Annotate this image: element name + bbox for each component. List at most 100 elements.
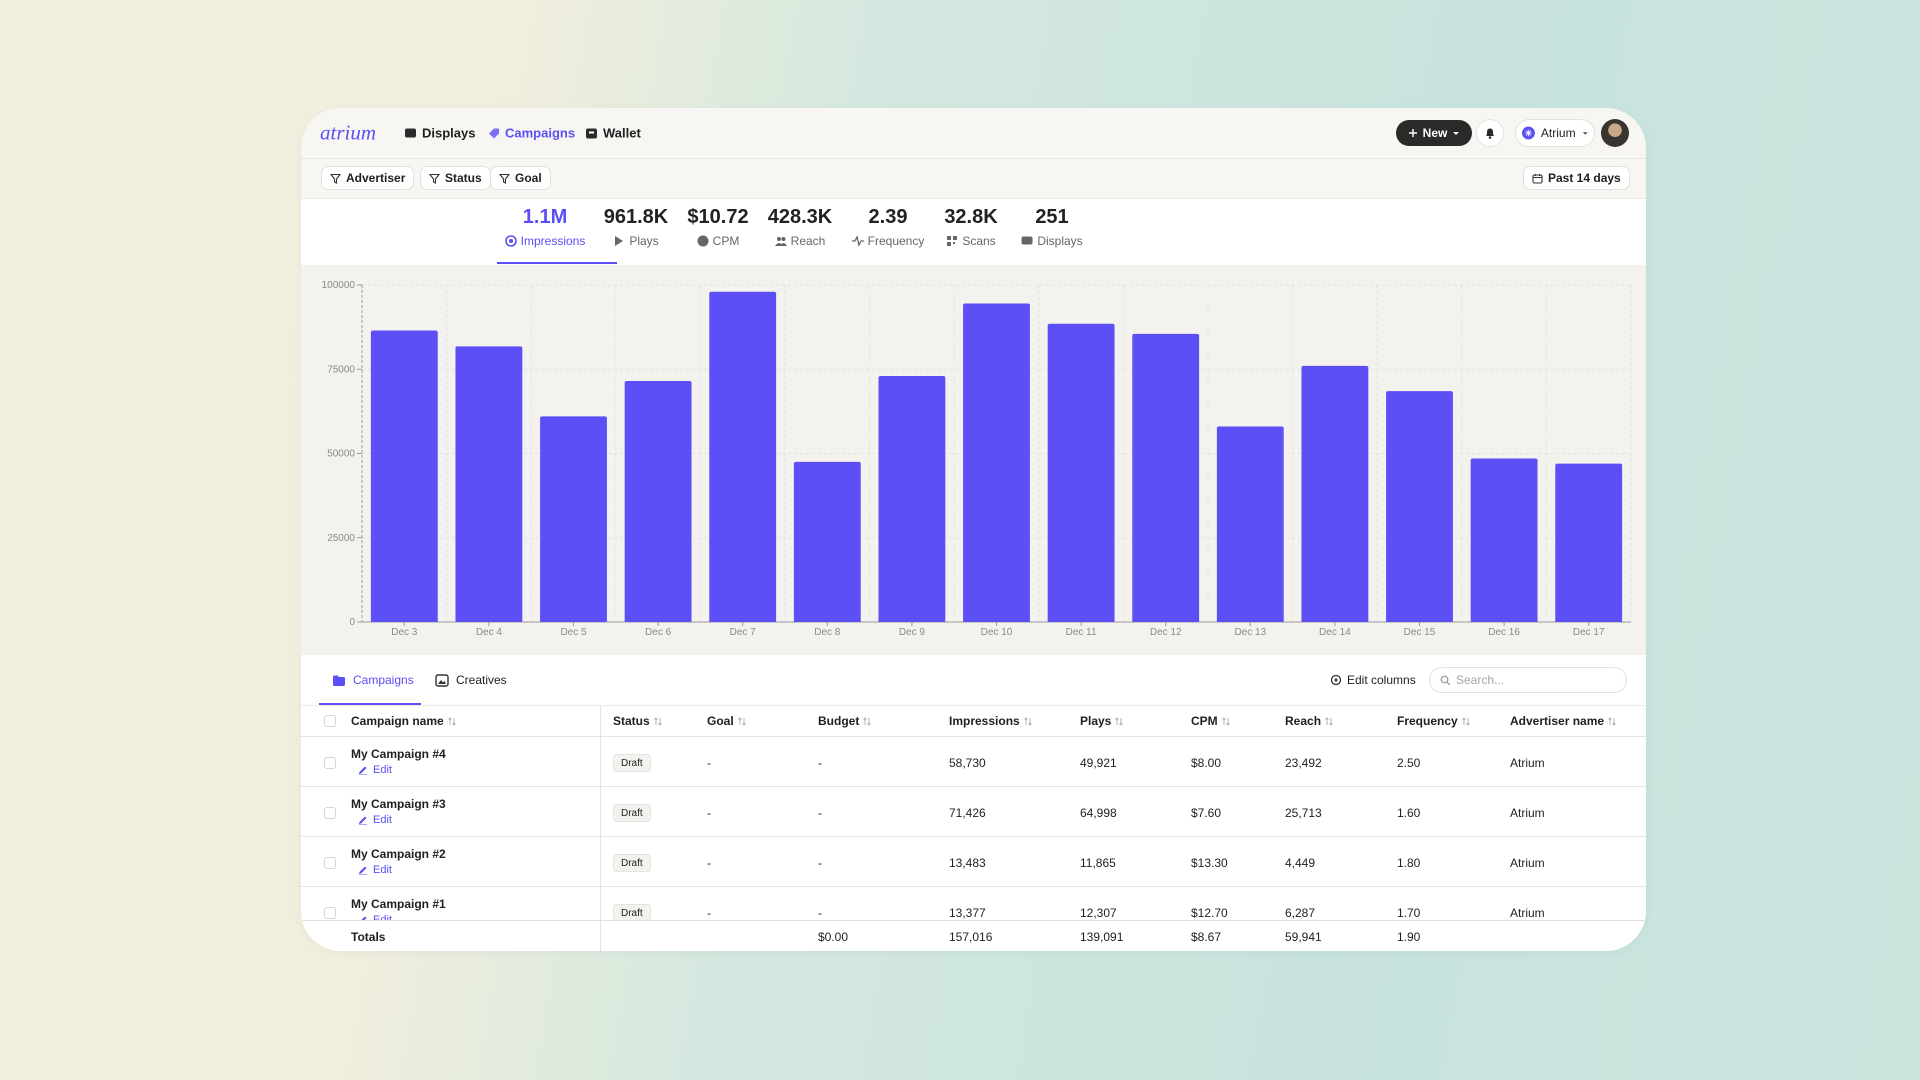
date-range-label: Past 14 days (1548, 171, 1621, 185)
nav-link[interactable]: Campaigns (487, 126, 575, 141)
y-tick-label: 75000 (327, 364, 355, 375)
edit-link-label: Edit (373, 814, 392, 826)
column-header[interactable]: Campaign name (351, 714, 456, 728)
icon (1486, 128, 1494, 139)
column-header[interactable]: Goal (707, 714, 746, 728)
row-checkbox[interactable] (324, 907, 336, 919)
new-button[interactable]: New (1396, 120, 1472, 146)
column-header[interactable]: Plays (1080, 714, 1124, 728)
metric-tab[interactable]: 1.1M Impressions (485, 206, 605, 248)
table-cell: $13.30 (1191, 856, 1228, 870)
x-tick-label: Dec 3 (391, 627, 418, 638)
row-checkbox[interactable] (324, 857, 336, 869)
icon (586, 128, 597, 139)
table-cell: 13,483 (949, 856, 986, 870)
metric-label: Reach (790, 234, 826, 248)
metric-tab[interactable]: 2.39 Frequency (828, 206, 948, 248)
status-badge: Draft (613, 754, 651, 772)
row-checkbox[interactable] (324, 807, 336, 819)
metric-value: 1.1M (522, 206, 568, 228)
column-header[interactable]: Reach (1285, 714, 1333, 728)
icon (504, 235, 517, 247)
icon (1582, 132, 1588, 135)
bar-chart: 0 25000 50000 75000 100000 Dec 3 Dec 4 Dec 5 Dec… (322, 280, 1632, 638)
edit-link[interactable]: Edit (358, 914, 392, 920)
totals-row (301, 920, 1646, 951)
column-header-label: Reach (1285, 714, 1322, 728)
row-checkbox[interactable] (324, 715, 336, 727)
bar (1386, 391, 1453, 622)
icon (359, 866, 367, 875)
icon (359, 766, 367, 775)
metric-label: CPM (712, 234, 740, 248)
table-row[interactable] (301, 837, 1646, 887)
filter-button[interactable]: Advertiser (321, 166, 415, 190)
metric-tab[interactable]: 961.8K Plays (576, 206, 696, 248)
icon (1608, 716, 1616, 726)
search-input[interactable]: Search... (1429, 667, 1627, 693)
x-tick-label: Dec 11 (1066, 627, 1097, 638)
column-header[interactable]: Advertiser name (1510, 714, 1616, 728)
table-cell: - (818, 906, 822, 920)
section-tab[interactable]: Campaigns (332, 673, 414, 687)
table-cell: 4,449 (1285, 856, 1316, 870)
table-cell: Atrium (1510, 906, 1545, 920)
date-range-button[interactable]: Past 14 days (1523, 166, 1630, 190)
metric-tab[interactable]: 428.3K Reach (740, 206, 860, 248)
table-cell: Atrium (1510, 756, 1545, 770)
notifications-button[interactable] (1476, 119, 1504, 147)
icon (1522, 126, 1535, 140)
table-cell: 58,730 (949, 756, 986, 770)
filter-label: Goal (515, 171, 542, 185)
edit-link[interactable]: Edit (358, 814, 392, 826)
y-tick-label: 0 (349, 617, 355, 628)
table-cell: 1.70 (1397, 906, 1421, 920)
table-cell: $12.70 (1191, 906, 1228, 920)
bar (370, 330, 438, 622)
metric-tab[interactable]: $10.72 CPM (658, 206, 778, 248)
table-row[interactable] (301, 737, 1646, 787)
column-header[interactable]: CPM (1191, 714, 1230, 728)
column-header[interactable]: Impressions (949, 714, 1032, 728)
metric-tab[interactable]: 32.8K Scans (911, 206, 1031, 248)
icon (1440, 675, 1450, 685)
row-checkbox[interactable] (324, 757, 336, 769)
icon (863, 716, 872, 726)
column-header[interactable]: Budget (818, 714, 872, 728)
section-tab-label: Campaigns (353, 673, 414, 687)
icon (1325, 716, 1333, 726)
table-cell: 25,713 (1285, 806, 1322, 820)
totals-cell: $0.00 (818, 930, 849, 944)
table-row[interactable] (301, 787, 1646, 837)
account-switcher[interactable]: Atrium (1515, 119, 1595, 147)
filter-button[interactable]: Goal (490, 166, 551, 190)
filter-button[interactable]: Status (420, 166, 491, 190)
campaign-name: My Campaign #4 (351, 747, 446, 761)
nav-link[interactable]: Displays (404, 126, 475, 141)
edit-link[interactable]: Edit (358, 864, 392, 876)
edit-link[interactable]: Edit (358, 764, 392, 776)
column-header-label: Plays (1080, 714, 1112, 728)
totals-cell: 157,016 (949, 930, 993, 944)
column-header[interactable]: Status (613, 714, 662, 728)
status-badge: Draft (613, 804, 651, 822)
section-tab[interactable]: Creatives (435, 673, 507, 687)
table-cell: 2.50 (1397, 756, 1421, 770)
icon (774, 237, 787, 246)
totals-cell: 1.90 (1397, 930, 1421, 944)
campaign-name: My Campaign #3 (351, 797, 446, 811)
nav-link[interactable]: Wallet (585, 126, 641, 141)
bar (624, 381, 692, 622)
metric-label-row: CPM (658, 234, 778, 248)
logo[interactable]: atrium (320, 120, 377, 145)
metric-label-row: Frequency (828, 234, 948, 248)
metric-label: Scans (962, 234, 996, 248)
x-tick-label: Dec 7 (730, 627, 757, 638)
metric-tab[interactable]: 251 Displays (992, 206, 1112, 248)
column-header[interactable]: Frequency (1397, 714, 1470, 728)
edit-columns-button[interactable]: Edit columns (1330, 673, 1416, 687)
x-tick-label: Dec 17 (1573, 627, 1605, 638)
table-cell: 49,921 (1080, 756, 1117, 770)
avatar[interactable] (1601, 119, 1629, 147)
metric-value: $10.72 (687, 206, 749, 228)
